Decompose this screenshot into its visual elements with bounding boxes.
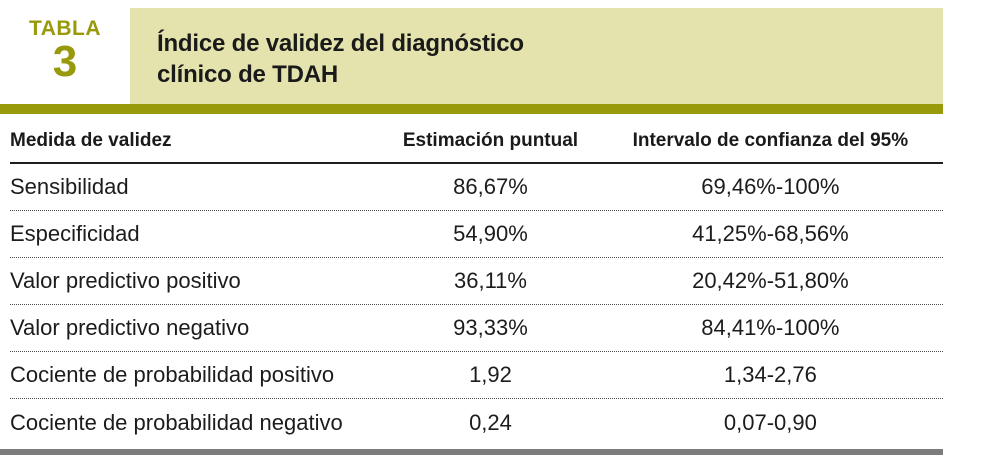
column-header-estimate: Estimación puntual xyxy=(402,130,579,151)
cell-ci: 0,07-0,90 xyxy=(723,409,817,435)
table-row: Cociente de probabilidad negativo 0,24 0… xyxy=(10,399,943,446)
cell-estimate: 54,90% xyxy=(453,221,528,246)
cell-ci: 41,25%-68,56% xyxy=(692,221,849,246)
table-title-block: Índice de validez del diagnóstico clínic… xyxy=(130,8,943,104)
table-number-box: TABLA 3 xyxy=(0,8,130,104)
cell-estimate: 36,11% xyxy=(453,268,527,293)
cell-ci: 69,46%-100% xyxy=(701,174,840,199)
cell-ci: 20,42%-51,80% xyxy=(692,268,849,293)
cell-measure: Cociente de probabilidad positivo xyxy=(10,362,335,387)
table-row: Especificidad 54,90% 41,25%-68,56% xyxy=(10,211,943,258)
table-header-row: Medida de validez Estimación puntual Int… xyxy=(10,120,943,164)
table-row: Cociente de probabilidad positivo 1,92 1… xyxy=(10,352,943,399)
column-header-ci: Intervalo de confianza del 95% xyxy=(632,130,909,151)
table-row: Sensibilidad 86,67% 69,46%-100% xyxy=(10,164,943,211)
table-title-line1: Índice de validez del diagnóstico xyxy=(157,30,524,57)
table-label: TABLA xyxy=(28,17,102,40)
cell-ci: 84,41%-100% xyxy=(701,315,840,340)
table-title: Índice de validez del diagnóstico clínic… xyxy=(157,29,933,90)
cell-measure: Sensibilidad xyxy=(10,174,129,199)
header-accent-bar xyxy=(0,104,943,114)
table-row: Valor predictivo negativo 93,33% 84,41%-… xyxy=(10,305,943,352)
table-row: Valor predictivo positivo 36,11% 20,42%-… xyxy=(10,258,943,305)
table-bottom-rule xyxy=(0,449,943,455)
cell-estimate: 0,24 xyxy=(469,409,512,435)
cell-ci: 1,34-2,76 xyxy=(723,362,817,387)
validity-table: Medida de validez Estimación puntual Int… xyxy=(10,120,943,446)
column-header-measure: Medida de validez xyxy=(10,130,172,151)
cell-measure: Valor predictivo negativo xyxy=(10,315,250,340)
cell-estimate: 93,33% xyxy=(453,315,528,340)
table-title-line2: clínico de TDAH xyxy=(157,60,339,88)
cell-estimate: 86,67% xyxy=(453,174,528,199)
cell-measure: Valor predictivo positivo xyxy=(10,268,241,293)
cell-estimate: 1,92 xyxy=(469,362,512,387)
cell-measure: Especificidad xyxy=(10,221,140,246)
cell-measure: Cociente de probabilidad negativo xyxy=(10,409,343,435)
table-number: 3 xyxy=(52,37,78,86)
